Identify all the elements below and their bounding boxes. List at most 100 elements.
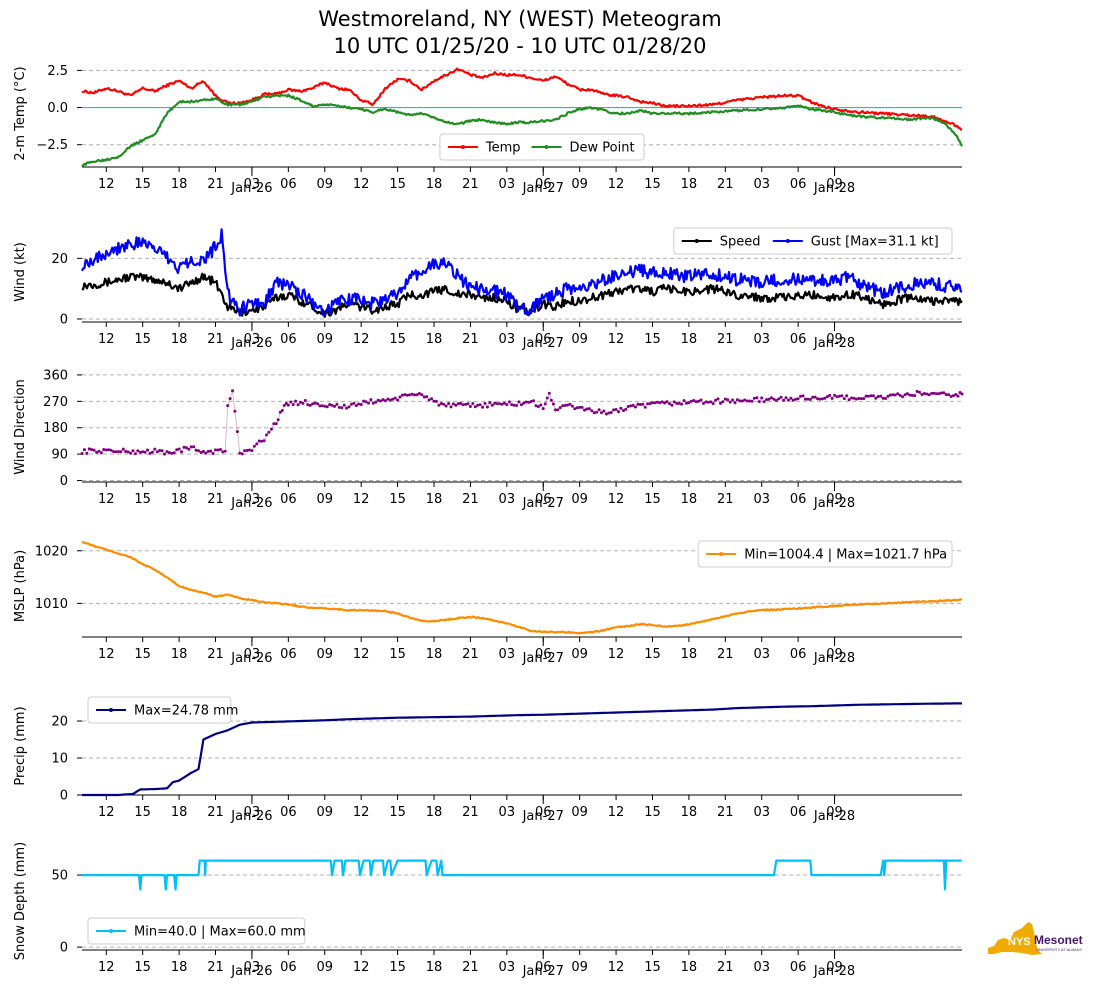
data-point xyxy=(369,398,373,402)
x-tick-label: 12 xyxy=(353,647,370,662)
x-tick-label: 15 xyxy=(644,177,661,192)
data-point xyxy=(280,409,284,412)
data-point xyxy=(250,449,254,453)
title-line-2: 10 UTC 01/25/20 - 10 UTC 01/28/20 xyxy=(333,34,707,58)
x-tick-label: 09 xyxy=(316,492,333,507)
data-point xyxy=(685,401,688,405)
data-point xyxy=(447,402,451,405)
x-tick-label: 06 xyxy=(790,647,807,662)
data-point xyxy=(427,398,431,402)
x-tick-label: 06 xyxy=(535,805,552,820)
data-point xyxy=(876,395,880,398)
x-tick-label: 15 xyxy=(389,960,406,975)
data-point xyxy=(842,397,846,401)
legend: Temp Dew Point xyxy=(439,133,645,161)
x-tick-label: 21 xyxy=(462,960,479,975)
day-tick-label: Jan-27 xyxy=(522,496,564,511)
x-tick-label: 06 xyxy=(790,177,807,192)
data-point xyxy=(952,394,955,398)
y-axis-label: 2-m Temp (°C) xyxy=(13,66,28,160)
data-point xyxy=(884,397,887,400)
data-point xyxy=(663,401,667,405)
data-point xyxy=(386,397,390,401)
x-tick-label: 18 xyxy=(171,492,188,507)
legend-marker xyxy=(544,145,549,149)
data-point xyxy=(439,402,443,405)
data-point xyxy=(723,397,727,401)
data-point xyxy=(808,398,812,401)
data-point xyxy=(796,397,800,401)
legend-marker xyxy=(719,552,724,556)
data-point xyxy=(859,397,863,401)
panel-mslp: 1010 1020 MSLP (hPa) 12 15 18 21 03 06 09 12 15 18 21… xyxy=(13,540,963,666)
x-tick-label: 15 xyxy=(389,177,406,192)
y-axis-label: Snow Depth (mm) xyxy=(13,842,28,960)
x-tick-label: 21 xyxy=(462,805,479,820)
data-point xyxy=(454,403,458,407)
data-point xyxy=(282,404,286,407)
x-tick-label: 09 xyxy=(316,177,333,192)
data-point xyxy=(376,398,380,402)
legend-label: Max=24.78 mm xyxy=(134,704,238,719)
y-tick-label: 20 xyxy=(51,252,68,267)
data-point xyxy=(655,400,659,404)
data-point xyxy=(624,407,628,411)
x-tick-label: 12 xyxy=(353,332,370,347)
data-point xyxy=(619,406,623,410)
legend-label: Min=1004.4 | Max=1021.7 hPa xyxy=(744,548,947,563)
data-point xyxy=(677,401,681,405)
data-point xyxy=(949,395,953,398)
data-point xyxy=(515,404,518,407)
data-point xyxy=(631,403,635,407)
x-tick-label: 18 xyxy=(426,960,443,975)
data-point xyxy=(896,392,900,396)
data-point xyxy=(90,448,94,452)
data-point xyxy=(221,450,225,454)
data-point xyxy=(612,408,616,412)
data-point xyxy=(354,404,358,408)
x-tick-label: 12 xyxy=(353,960,370,975)
x-tick-label: 15 xyxy=(644,647,661,662)
x-tick-label: 15 xyxy=(389,492,406,507)
data-point xyxy=(575,406,579,410)
data-point xyxy=(235,430,239,434)
x-tick-label: 21 xyxy=(717,177,734,192)
data-point xyxy=(886,394,890,398)
data-point xyxy=(430,397,434,401)
data-point xyxy=(218,448,222,451)
data-point xyxy=(626,405,630,408)
data-point xyxy=(646,402,650,406)
data-point xyxy=(367,401,370,405)
data-point xyxy=(939,391,943,395)
day-tick-label: Jan-26 xyxy=(230,496,272,511)
legend-label: Min=40.0 | Max=60.0 mm xyxy=(134,925,306,940)
x-tick-label: 06 xyxy=(535,960,552,975)
data-point xyxy=(177,447,181,451)
x-tick-label: 09 xyxy=(826,332,843,347)
data-point xyxy=(585,407,589,411)
x-tick-label: 15 xyxy=(644,332,661,347)
data-point xyxy=(143,450,147,454)
data-point xyxy=(99,451,103,455)
data-point xyxy=(935,392,938,396)
data-point xyxy=(248,448,251,452)
data-point xyxy=(811,395,815,399)
y-tick-label: 10 xyxy=(51,752,68,767)
x-tick-label: 03 xyxy=(244,177,261,192)
data-point xyxy=(510,403,514,407)
data-point xyxy=(709,400,713,404)
panel-wind: 0 20 Wind (kt) 12 15 18 21 03 06 09 12 15 18 21 03 06 09… xyxy=(13,227,963,351)
x-tick-label: 09 xyxy=(826,647,843,662)
data-point xyxy=(702,401,705,405)
data-point xyxy=(694,400,698,404)
data-point xyxy=(716,397,720,401)
data-point xyxy=(524,400,528,404)
data-point xyxy=(728,400,732,404)
y-tick-label: 20 xyxy=(51,715,68,730)
data-point xyxy=(160,449,164,453)
data-point xyxy=(119,450,123,454)
data-point xyxy=(466,402,470,406)
panel-precip: 0 10 20 Precip (mm) 12 15 18 21 03 06 09 12 15 18 21 03… xyxy=(13,696,962,824)
data-point xyxy=(738,399,742,403)
data-point xyxy=(490,403,494,407)
